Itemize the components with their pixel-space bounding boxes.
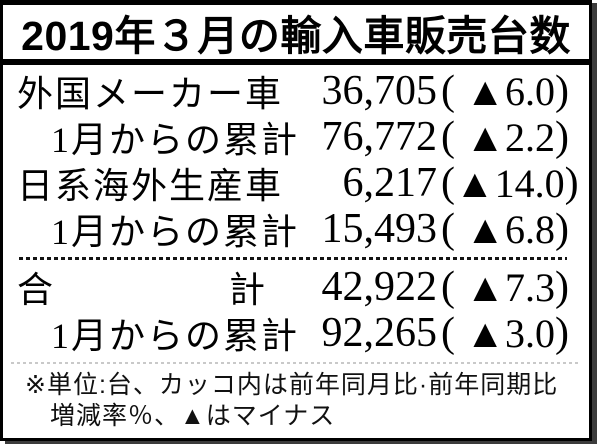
row-change: ( ▲6.0 ) [441, 67, 569, 115]
table-row-foreign-cumulative: 1月からの累計 76,772 ( ▲2.2 ) [17, 114, 569, 160]
row-change: ( ▲2.2 ) [441, 113, 569, 161]
table-row-japanese-cumulative: 1月からの累計 15,493 ( ▲6.8 ) [17, 206, 569, 252]
sales-table: 外国メーカー車 36,705 ( ▲6.0 ) 1月からの累計 76,772 (… [3, 65, 589, 356]
chart-title: 2019年３月の輸入車販売台数 [3, 5, 589, 65]
row-value: 76,772 [321, 114, 438, 160]
paren-close: ) [555, 264, 569, 310]
row-value: 6,217 [342, 160, 438, 206]
row-label: 1月からの累計 [50, 120, 299, 160]
row-pct: ▲6.8 [465, 206, 555, 252]
row-pct: ▲6.0 [465, 68, 555, 114]
row-value: 36,705 [321, 68, 438, 114]
paren-open: ( [441, 206, 455, 252]
paren-open: ( [441, 114, 455, 160]
table-row-japanese-overseas: 日系海外生産車 6,217 ( ▲14.0 ) [17, 159, 579, 207]
row-change: ( ▲6.8 ) [441, 205, 569, 253]
table-row-foreign-maker: 外国メーカー車 36,705 ( ▲6.0 ) [17, 68, 569, 114]
row-pct: ▲7.3 [465, 264, 555, 310]
paren-open: ( [441, 160, 455, 206]
row-label-part-right: 計 [228, 270, 267, 310]
paren-open: ( [441, 310, 455, 356]
row-label: 日系海外生産車 [17, 166, 284, 206]
paren-open: ( [441, 68, 455, 114]
footnote-line-2: 増減率％、▲はマイナス [50, 402, 336, 430]
table-row-total-cumulative: 1月からの累計 92,265 ( ▲3.0 ) [17, 310, 569, 356]
paren-open: ( [441, 264, 455, 310]
row-label: 1月からの累計 [50, 316, 299, 356]
row-change: ( ▲7.3 ) [441, 263, 569, 311]
row-pct: ▲14.0 [455, 160, 565, 206]
paren-close: ) [555, 68, 569, 114]
row-label: 外国メーカー車 [17, 74, 284, 114]
row-change: ( ▲14.0 ) [441, 159, 579, 207]
row-label: 1月からの累計 [50, 212, 299, 252]
row-value: 15,493 [321, 206, 438, 252]
row-pct: ▲2.2 [465, 114, 555, 160]
row-value: 42,922 [321, 264, 438, 310]
row-value: 92,265 [321, 310, 438, 356]
footnote: ※単位:台、カッコ内は前年同月比·前年同期比 増減率％、▲はマイナス [3, 366, 589, 432]
row-label: 合 計 [17, 261, 267, 313]
paren-close: ) [564, 160, 579, 206]
light-divider [11, 362, 581, 364]
dashed-divider [19, 257, 567, 260]
paren-close: ) [555, 114, 569, 160]
footnote-line-1: ※単位:台、カッコ内は前年同月比·前年同期比 [25, 371, 559, 399]
table-row-total: 合 計 42,922 ( ▲7.3 ) [17, 264, 569, 310]
paren-close: ) [555, 310, 569, 356]
row-change: ( ▲3.0 ) [441, 309, 569, 357]
paren-close: ) [555, 206, 569, 252]
row-label-part-left: 合 [17, 270, 56, 310]
row-pct: ▲3.0 [465, 310, 555, 356]
